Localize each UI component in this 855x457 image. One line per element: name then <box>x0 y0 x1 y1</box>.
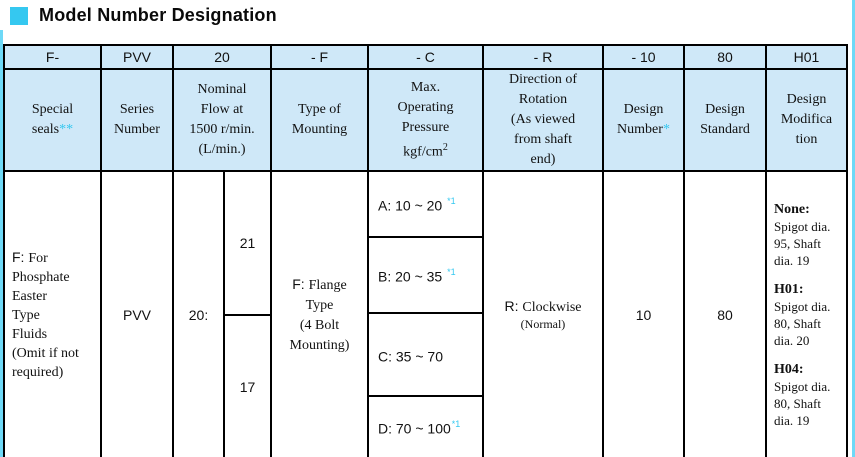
code-series-number: PVV <box>102 46 172 68</box>
header-nominal-flow: Nominal Flow at 1500 r/min. (L/min.) <box>174 70 270 170</box>
ref-note-1: *1 <box>451 419 461 430</box>
header-mounting: Type of Mounting <box>272 70 367 170</box>
body-flow-21: 21 <box>225 172 270 314</box>
header-series-number: Series Number <box>102 70 172 170</box>
code-special-seals: F- <box>5 46 100 68</box>
body-series-number: PVV <box>102 172 172 457</box>
header-rotation: Direction of Rotation (As viewed from sh… <box>484 70 602 170</box>
squared-superscript: 2 <box>442 141 448 153</box>
code-mounting: - F <box>272 46 367 68</box>
header-pressure: Max. Operating Pressure kgf/cm2 <box>369 70 482 170</box>
design-mod-h04: H04: Spigot dia. 80, Shaft dia. 19 <box>774 361 831 428</box>
footnote-star: * <box>662 122 670 137</box>
ref-note-1: *1 <box>447 196 456 207</box>
header-design-modification: Design Modifica tion <box>767 70 846 170</box>
body-special-seals: F: For Phosphate Easter Type Fluids (Omit… <box>5 172 100 457</box>
body-pressure-c: C: 35 ~ 70 <box>369 314 482 395</box>
ref-note-1: *1 <box>447 267 456 278</box>
rotation-note: (Normal) <box>520 317 566 331</box>
section-bullet-icon <box>10 6 28 25</box>
page-edge-left <box>0 30 3 457</box>
footnote-stars: ** <box>59 122 74 137</box>
header-design-standard: Design Standard <box>685 70 765 170</box>
body-pressure-b: B: 20 ~ 35 *1 <box>369 238 482 312</box>
header-special-seals: Special seals** <box>5 70 100 170</box>
body-pressure-a: A: 10 ~ 20 *1 <box>369 172 482 236</box>
code-design-modification: H01 <box>767 46 846 68</box>
code-nominal-flow: 20 <box>174 46 270 68</box>
design-mod-h01: H01: Spigot dia. 80, Shaft dia. 20 <box>774 281 831 348</box>
code-design-number: - 10 <box>604 46 683 68</box>
body-design-number: 10 <box>604 172 683 457</box>
section-header: Model Number Designation <box>10 5 277 26</box>
body-pressure-d: D: 70 ~ 100*1 <box>369 397 482 457</box>
code-pressure: - C <box>369 46 482 68</box>
body-mounting: F: Flange Type (4 Bolt Mounting) <box>272 172 367 457</box>
header-design-number: Design Number* <box>604 70 683 170</box>
code-design-standard: 80 <box>685 46 765 68</box>
body-flow-code: 20: <box>174 172 223 457</box>
page-title: Model Number Designation <box>39 5 277 25</box>
body-design-standard: 80 <box>685 172 765 457</box>
body-rotation: R: Clockwise (Normal) <box>484 172 602 457</box>
page-edge-right <box>852 0 855 457</box>
body-flow-17: 17 <box>225 316 270 457</box>
design-mod-none: None: Spigot dia. 95, Shaft dia. 19 <box>774 201 831 268</box>
code-rotation: - R <box>484 46 602 68</box>
body-design-modification: None: Spigot dia. 95, Shaft dia. 19 H01:… <box>767 172 846 457</box>
model-number-table: F- PVV 20 - F - C - R - 10 80 H01 Specia… <box>3 44 848 457</box>
